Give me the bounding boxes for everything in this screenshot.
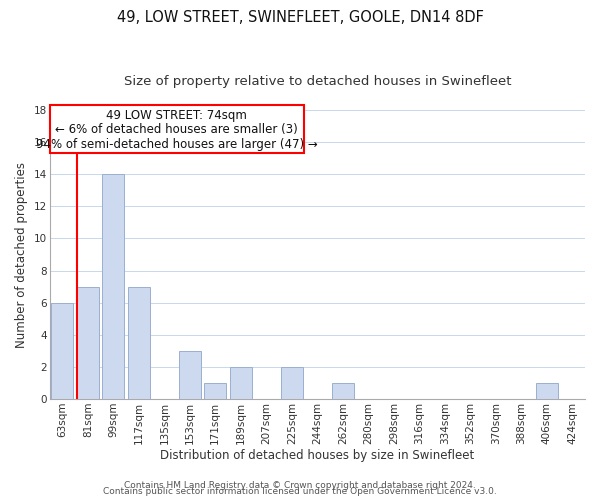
Bar — [332, 383, 353, 399]
Y-axis label: Number of detached properties: Number of detached properties — [15, 162, 28, 348]
Bar — [230, 367, 251, 399]
Bar — [77, 286, 98, 399]
FancyBboxPatch shape — [50, 105, 304, 154]
Text: Contains HM Land Registry data © Crown copyright and database right 2024.: Contains HM Land Registry data © Crown c… — [124, 481, 476, 490]
Text: 49 LOW STREET: 74sqm: 49 LOW STREET: 74sqm — [106, 110, 247, 122]
Text: 49, LOW STREET, SWINEFLEET, GOOLE, DN14 8DF: 49, LOW STREET, SWINEFLEET, GOOLE, DN14 … — [116, 10, 484, 25]
Bar — [281, 367, 302, 399]
Bar — [205, 383, 226, 399]
Text: Contains public sector information licensed under the Open Government Licence v3: Contains public sector information licen… — [103, 487, 497, 496]
Text: 94% of semi-detached houses are larger (47) →: 94% of semi-detached houses are larger (… — [36, 138, 317, 151]
Bar — [128, 286, 149, 399]
Text: ← 6% of detached houses are smaller (3): ← 6% of detached houses are smaller (3) — [55, 123, 298, 136]
X-axis label: Distribution of detached houses by size in Swinefleet: Distribution of detached houses by size … — [160, 450, 475, 462]
Title: Size of property relative to detached houses in Swinefleet: Size of property relative to detached ho… — [124, 75, 511, 88]
Bar — [536, 383, 557, 399]
Bar — [52, 302, 73, 399]
Bar — [179, 351, 200, 399]
Bar — [103, 174, 124, 399]
